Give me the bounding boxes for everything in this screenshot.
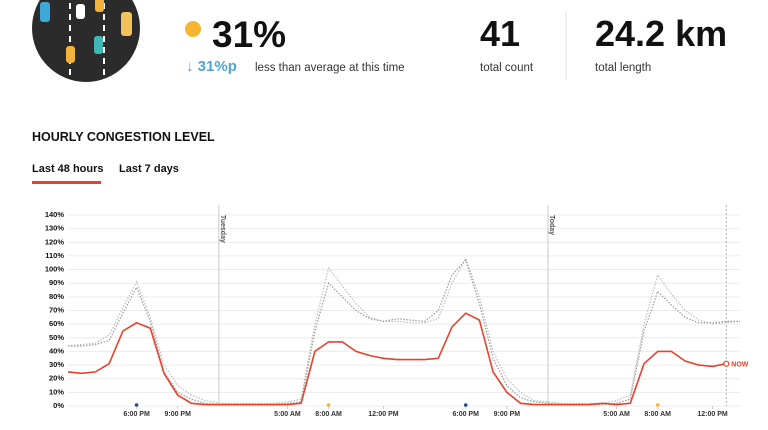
change: ↓ 31%p xyxy=(186,58,237,75)
x-tick-label: 9:00 PM xyxy=(494,411,521,418)
y-tick-label: 20% xyxy=(49,374,64,383)
x-tick-label: 6:00 PM xyxy=(452,411,479,418)
now-marker xyxy=(723,360,730,367)
y-tick-label: 80% xyxy=(49,292,64,301)
x-tick-label: 8:00 AM xyxy=(644,411,671,418)
congestion-level: 31% xyxy=(212,14,286,55)
axis-marker xyxy=(326,403,331,407)
series-line xyxy=(68,258,740,406)
chart: 0% 10% 20% 30% 40% 50% 60% 70% 80% 90% 100% 110% 120… xyxy=(45,205,749,418)
section-title: HOURLY CONGESTION LEVEL xyxy=(32,130,215,144)
x-tick-label: 6:00 PM xyxy=(123,411,150,418)
y-tick-label: 30% xyxy=(49,360,64,369)
y-tick-label: 10% xyxy=(49,387,64,396)
x-tick-label: 12:00 PM xyxy=(368,411,399,418)
status-dot xyxy=(185,21,201,37)
axis-marker xyxy=(655,403,660,407)
day-label: Tuesday xyxy=(219,215,226,243)
axis-marker xyxy=(463,403,468,407)
axis-marker xyxy=(134,403,139,407)
y-tick-label: 130% xyxy=(45,224,65,233)
active-tab-underline xyxy=(32,181,101,184)
x-tick-label: 12:00 PM xyxy=(697,411,728,418)
length-label: total length xyxy=(595,62,651,74)
y-tick-label: 120% xyxy=(45,237,65,246)
y-tick-label: 70% xyxy=(49,305,64,314)
count-label: total count xyxy=(480,62,534,74)
y-tick-label: 90% xyxy=(49,278,64,287)
x-tick-label: 5:00 AM xyxy=(603,411,630,418)
x-tick-label: 8:00 AM xyxy=(315,411,342,418)
y-tick-label: 60% xyxy=(49,319,64,328)
series-line xyxy=(67,257,741,404)
x-tick-label: 9:00 PM xyxy=(164,411,191,418)
day-label: Today xyxy=(548,215,555,235)
y-tick-label: 50% xyxy=(49,333,64,342)
tab[interactable]: Last 48 hours xyxy=(32,163,104,175)
change-text: less than average at this time xyxy=(255,62,405,74)
y-tick-label: 100% xyxy=(45,265,65,274)
y-tick-label: 0% xyxy=(53,401,64,410)
series-line xyxy=(67,312,727,406)
y-tick-label: 140% xyxy=(45,210,65,219)
tab[interactable]: Last 7 days xyxy=(119,163,179,175)
count: 41 xyxy=(480,13,520,54)
y-tick-label: 110% xyxy=(45,251,64,260)
now-label: NOW xyxy=(731,362,749,369)
x-tick-label: 5:00 AM xyxy=(274,411,301,418)
traffic-icon xyxy=(32,0,140,82)
y-tick-label: 40% xyxy=(49,346,64,355)
length: 24.2 km xyxy=(595,13,727,54)
